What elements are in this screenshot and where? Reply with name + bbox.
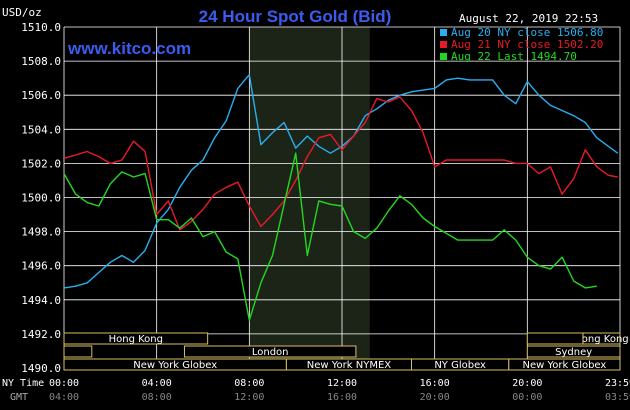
x-tick-label-gmt: 20:00: [420, 392, 450, 403]
y-tick-label: 1492.0: [21, 328, 61, 341]
y-tick-label: 1490.0: [21, 362, 61, 375]
y-tick-label: 1506.0: [21, 89, 61, 102]
session-box: [526, 345, 621, 358]
session-box-stub: [526, 332, 584, 345]
y-tick-label: 1494.0: [21, 294, 61, 307]
session-label: New York Globex: [522, 360, 606, 371]
y-tick-label: 1496.0: [21, 260, 61, 273]
y-tick-label: 1502.0: [21, 157, 61, 170]
y-tick-label: 1500.0: [21, 192, 61, 205]
session-label: New York NYMEX: [307, 360, 392, 371]
series-line-2: [63, 96, 618, 231]
x-axis-gmt-label: GMT: [10, 392, 28, 403]
session-label: Hong Kong: [109, 334, 163, 345]
x-tick-label-ny: 08:00: [234, 378, 264, 389]
timestamp: August 22, 2019 22:53: [459, 12, 598, 25]
x-tick-label-gmt: 00:00: [512, 392, 542, 403]
legend-entry-1: Aug 20 NY close 1506.80: [451, 26, 603, 39]
series-line-3: [63, 152, 597, 321]
session-label: Hong Kong: [574, 334, 628, 345]
x-tick-label-gmt: 08:00: [142, 392, 172, 403]
x-tick-label-gmt: 04:00: [49, 392, 79, 403]
x-tick-label-ny: 12:00: [327, 378, 357, 389]
x-tick-label-gmt: 12:00: [234, 392, 264, 403]
series-line-1: [63, 73, 619, 289]
y-axis-label: USD/oz: [2, 6, 42, 19]
x-tick-label-gmt: 03:59: [605, 392, 630, 403]
legend-swatch-1: [440, 29, 447, 36]
plot-grid: [63, 26, 621, 369]
session-label: Sydney: [555, 347, 592, 358]
y-tick-label: 1510.0: [21, 21, 61, 34]
y-tick-label: 1504.0: [21, 123, 61, 136]
x-tick-label-ny: 00:00: [49, 378, 79, 389]
y-tick-label: 1498.0: [21, 226, 61, 239]
x-tick-label-ny: 23:59: [605, 378, 630, 389]
x-tick-label-ny: 04:00: [142, 378, 172, 389]
session-box: [508, 358, 621, 371]
session-box-stub: [63, 345, 93, 358]
x-tick-label-ny: 20:00: [512, 378, 542, 389]
legend-swatch-2: [440, 41, 447, 48]
chart-title: 24 Hour Spot Gold (Bid): [199, 7, 392, 26]
legend-entry-3: Aug 22 Last 1494.70: [451, 50, 577, 63]
legend-entry-2: Aug 21 NY close 1502.20: [451, 38, 603, 51]
legend-swatch-3: [440, 53, 447, 60]
session-label: New York Globex: [133, 360, 217, 371]
session-label: London: [252, 347, 289, 358]
x-axis-ny-label: NY Time: [2, 378, 44, 389]
session-box: [63, 332, 209, 345]
x-tick-label-gmt: 16:00: [327, 392, 357, 403]
session-box: [183, 345, 357, 358]
x-tick-label-ny: 16:00: [420, 378, 450, 389]
series-layer: [63, 73, 619, 321]
session-label: NY Globex: [434, 360, 486, 371]
brand-link[interactable]: www.kitco.com: [67, 39, 191, 58]
market-sessions: Hong Kong London New York Globex New York N…: [63, 332, 629, 371]
plot-axes: 1510.0 1508.0 1506.0 1504.0 1502.0 1500.0 1498…: [21, 21, 630, 403]
y-tick-label: 1508.0: [21, 55, 61, 68]
